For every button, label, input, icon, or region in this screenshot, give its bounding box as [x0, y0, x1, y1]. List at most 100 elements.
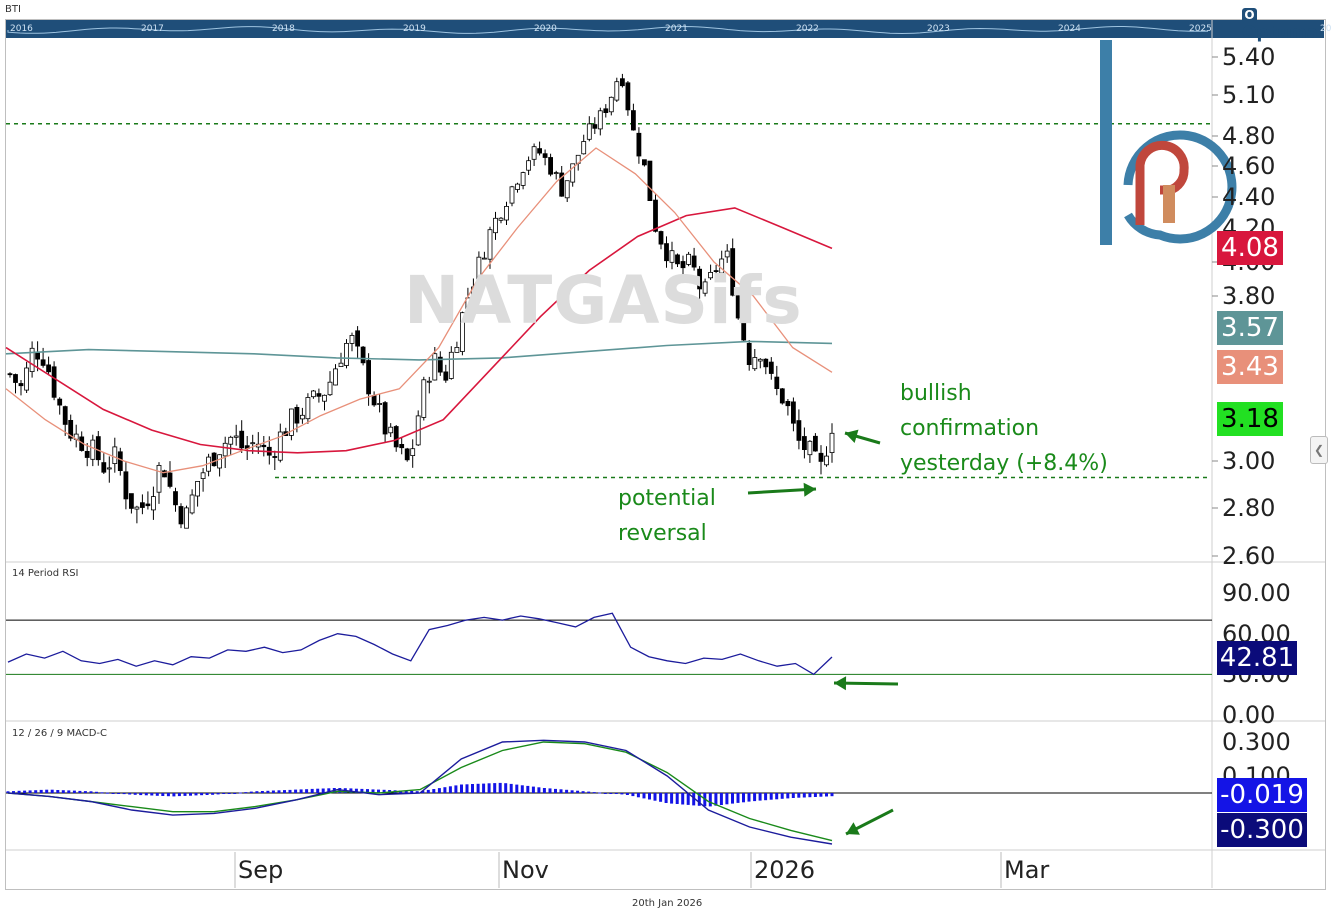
macd-hist-bar-32 — [183, 793, 187, 796]
candle-body-108 — [603, 108, 609, 114]
macd-hist-bar-46 — [260, 791, 264, 793]
candle-body-42 — [239, 430, 245, 449]
rsi-tick-0: 90.00 — [1222, 579, 1291, 607]
candle-body-0 — [7, 373, 13, 376]
candle-body-18 — [106, 467, 112, 470]
macd-hist-bar-89 — [498, 782, 502, 793]
candle-body-95 — [531, 146, 537, 160]
macd-hist-bar-102 — [570, 790, 574, 793]
candle-body-76 — [426, 380, 432, 383]
macd-hist-bar-124 — [692, 793, 696, 806]
candle-body-7 — [46, 364, 51, 373]
macd-hist-bar-125 — [697, 793, 701, 806]
macd-hist-bar-114 — [636, 793, 640, 798]
macd-hist-bar-78 — [437, 788, 441, 793]
candle-body-127 — [708, 271, 713, 279]
outer-frame — [5, 19, 1326, 890]
macd-hist-bar-103 — [576, 790, 580, 793]
candle-body-140 — [779, 388, 785, 404]
x-tick-0: Sep — [238, 856, 284, 884]
macd-hist-bar-57 — [321, 788, 325, 793]
rsi-value-badge: 42.81 — [1217, 641, 1297, 675]
macd-hist-bar-83 — [465, 784, 469, 793]
sma-short-line — [5, 147, 833, 474]
macd-hist-bar-38 — [216, 793, 220, 795]
reversal-line-1: potential — [618, 486, 716, 511]
macd-hist-bar-2 — [17, 790, 21, 793]
optuma-logo-icon: O — [1242, 8, 1257, 23]
candle-body-113 — [631, 110, 636, 131]
macd-hist-bar-93 — [520, 785, 524, 793]
macd-hist-bar-118 — [659, 793, 663, 802]
candle-body-33 — [189, 494, 195, 514]
sma-teal-badge: 3.57 — [1217, 311, 1283, 345]
candle-body-65 — [366, 360, 372, 395]
candle-body-132 — [735, 295, 741, 319]
x-tick-3: Mar — [1004, 856, 1050, 884]
macd-hist-bar-44 — [249, 791, 253, 793]
candle-body-94 — [526, 160, 531, 171]
candle-body-88 — [493, 217, 498, 234]
candle-body-57 — [322, 394, 327, 402]
macd-hist-bar-12 — [72, 790, 76, 793]
macd-hist-bar-50 — [283, 790, 286, 793]
candle-body-61 — [344, 342, 349, 366]
candle-body-101 — [564, 180, 570, 199]
macd-hist-bar-8 — [50, 789, 54, 793]
navigator-year-2018: 2018 — [272, 24, 295, 34]
candle-body-9 — [57, 398, 63, 406]
macd-hist-bar-92 — [515, 784, 519, 793]
macd-hist-bar-113 — [631, 793, 635, 797]
candle-body-73 — [410, 448, 416, 457]
macd-hist-bar-142 — [791, 793, 795, 798]
candle-body-15 — [90, 439, 96, 460]
candle-body-8 — [51, 366, 57, 398]
candle-body-124 — [691, 255, 697, 268]
macd-hist-bar-37 — [211, 793, 215, 795]
macd-hist-bar-52 — [294, 789, 298, 793]
candle-body-87 — [487, 229, 493, 260]
macd-hist-bar-144 — [802, 793, 806, 798]
candle-body-25 — [145, 503, 151, 507]
macd-hist-bar-112 — [625, 793, 629, 795]
rsi-panel-title: 14 Period RSI — [12, 568, 79, 579]
macd-hist-bar-81 — [454, 785, 458, 793]
candle-body-77 — [432, 353, 438, 381]
candle-body-149 — [829, 432, 835, 453]
macd-hist-bar-31 — [177, 793, 181, 797]
candle-body-129 — [719, 258, 725, 274]
candle-body-110 — [614, 81, 620, 101]
macd-hist-bar-146 — [813, 793, 817, 797]
candle-body-112 — [625, 82, 631, 111]
macd-hist-bar-15 — [89, 791, 93, 793]
candle-body-111 — [620, 78, 625, 87]
candle-body-35 — [200, 472, 206, 479]
macd-hist-bar-58 — [327, 788, 331, 793]
macd-hist-bar-27 — [155, 793, 159, 796]
macd-arrow-head — [846, 822, 860, 835]
candle-body-68 — [382, 402, 388, 435]
reversal-line-2: reversal — [618, 521, 707, 546]
candle-body-91 — [509, 186, 515, 204]
scroll-chevron-left-icon[interactable]: ❮ — [1310, 436, 1328, 464]
macd-hist-bar-35 — [200, 793, 204, 796]
macd-hist-bar-13 — [78, 790, 82, 793]
macd-hist-bar-127 — [708, 793, 712, 807]
macd-hist-bar-106 — [592, 792, 596, 794]
macd-hist-bar-0 — [6, 791, 10, 793]
candle-body-98 — [548, 157, 553, 175]
candle-body-2 — [18, 383, 24, 387]
price-tick-3: 4.60 — [1222, 152, 1276, 180]
brand-logo-stem — [1100, 40, 1112, 245]
navigator-year-2019: 2019 — [403, 24, 426, 34]
candle-body-54 — [305, 397, 311, 420]
candle-body-49 — [277, 431, 283, 461]
macd-hist-bar-30 — [172, 793, 176, 797]
candle-body-34 — [195, 480, 201, 497]
macd-hist-bar-47 — [266, 790, 270, 793]
macd-hist-bar-7 — [45, 789, 49, 793]
navigator-year-2023: 2023 — [927, 24, 950, 34]
macd-hist-bar-43 — [244, 792, 248, 794]
macd-hist-bar-26 — [150, 793, 154, 796]
